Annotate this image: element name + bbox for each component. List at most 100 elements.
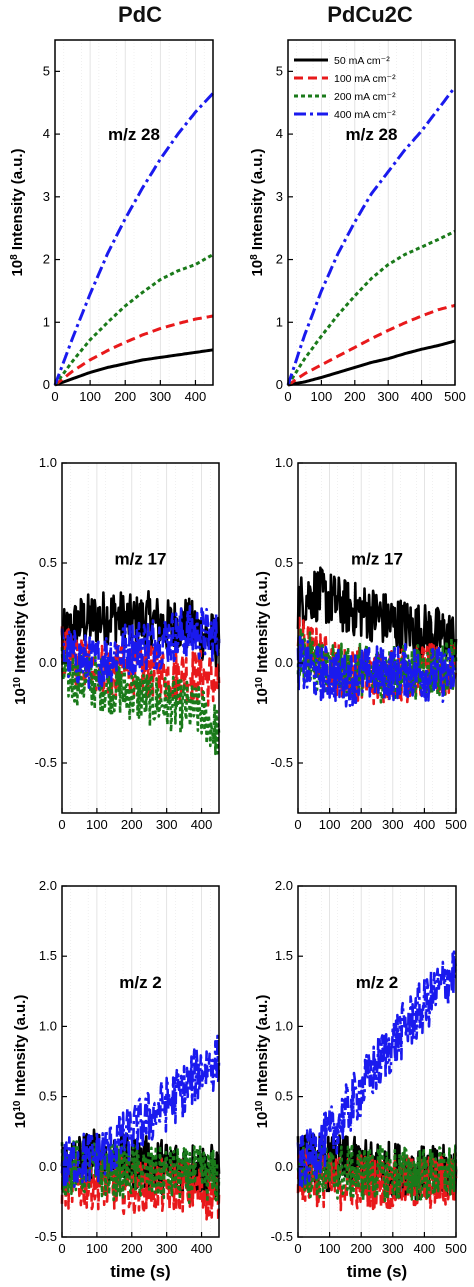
panel-3: 0 100 200 300 400 500 -0.5 0.0 0.5 1.0 m/z 17 1010 … [254, 455, 467, 832]
series-line-3 [53, 92, 215, 386]
x-tick-label: 200 [121, 1241, 143, 1256]
y-tick-label: 1.0 [39, 455, 57, 470]
panel-2: 0 100 200 300 400 -0.5 0.0 0.5 1.0 m/z 17 1010 Int… [12, 455, 221, 832]
x-tick-label: 0 [284, 389, 291, 404]
x-tick-label: 0 [294, 817, 301, 832]
y-tick-label: 0 [43, 377, 50, 392]
series-line-0 [287, 339, 456, 387]
x-tick-label: 100 [319, 1241, 341, 1256]
y-tick-label: 0 [276, 377, 283, 392]
x-tick-label: 300 [382, 817, 404, 832]
y-axis-label: 1010 Intensity (a.u.) [12, 995, 30, 1129]
panel-5: 0 100 200 300 400 500 -0.5 0.0 0.5 1.0 1.5 2.0 m/z 2… [254, 878, 467, 1281]
series-line-3 [286, 86, 457, 386]
plot-frame [287, 39, 456, 386]
x-tick-label: 300 [149, 389, 171, 404]
x-tick-label: 300 [377, 389, 399, 404]
series-line-0 [54, 348, 214, 387]
plot-frame [297, 885, 457, 1238]
series-line-1 [287, 303, 456, 387]
series-line-2 [296, 1141, 458, 1203]
y-axis-label: 108 Intensity (a.u.) [9, 148, 27, 276]
x-tick-label: 500 [445, 1241, 467, 1256]
y-tick-label: 0.0 [275, 1159, 293, 1174]
series-line-2 [60, 1139, 221, 1204]
y-axis-label: 1010 Intensity (a.u.) [254, 995, 272, 1129]
y-tick-label: 5 [43, 63, 50, 78]
series-line-3 [60, 604, 221, 691]
x-tick-label: 0 [58, 1241, 65, 1256]
y-tick-label: 5 [276, 63, 283, 78]
x-tick-label: 300 [156, 817, 178, 832]
x-tick-label: 400 [414, 1241, 436, 1256]
x-tick-label: 0 [58, 817, 65, 832]
series-line-3 [296, 635, 458, 708]
y-tick-label: 1 [276, 314, 283, 329]
panel-0: 0 100 200 300 400 0 1 2 3 4 5 m/z 28 108 Intensity (… [9, 39, 215, 404]
y-tick-label: 1.5 [275, 948, 293, 963]
legend-label: 400 mA cm⁻² [334, 109, 396, 121]
y-tick-label: 0.5 [275, 1089, 293, 1104]
y-tick-label: 0.5 [39, 555, 57, 570]
plot-frame [297, 462, 457, 814]
x-tick-label: 200 [121, 817, 143, 832]
x-tick-label: 100 [86, 817, 108, 832]
x-tick-label: 100 [86, 1241, 108, 1256]
y-tick-label: 4 [276, 126, 283, 141]
x-tick-label: 200 [350, 1241, 372, 1256]
plot-frame [61, 885, 220, 1238]
plot-frame [54, 39, 214, 386]
y-tick-label: -0.5 [271, 1229, 293, 1244]
x-tick-label: 200 [114, 389, 136, 404]
panel-annotation: m/z 28 [108, 125, 160, 144]
panel-annotation: m/z 28 [346, 125, 398, 144]
legend-label: 50 mA cm⁻² [334, 55, 390, 67]
y-axis-label: 108 Intensity (a.u.) [249, 148, 267, 276]
x-tick-label: 400 [414, 817, 436, 832]
y-tick-label: 0.0 [39, 1159, 57, 1174]
y-tick-label: 2 [276, 252, 283, 267]
series-line-1 [54, 314, 214, 387]
x-tick-label: 0 [51, 389, 58, 404]
x-axis-label: time (s) [110, 1262, 170, 1281]
series-line-3 [296, 950, 458, 1189]
y-tick-label: -0.5 [271, 755, 293, 770]
y-tick-label: 2 [43, 252, 50, 267]
y-tick-label: 1 [43, 314, 50, 329]
y-tick-label: 2.0 [275, 878, 293, 893]
x-tick-label: 500 [444, 389, 466, 404]
y-tick-label: 0.5 [39, 1089, 57, 1104]
y-tick-label: 2.0 [39, 878, 57, 893]
y-tick-label: 4 [43, 126, 50, 141]
y-tick-label: 0.0 [39, 655, 57, 670]
x-tick-label: 400 [191, 1241, 213, 1256]
y-tick-label: -0.5 [35, 755, 57, 770]
x-tick-label: 200 [344, 389, 366, 404]
panel-annotation: m/z 17 [351, 550, 403, 569]
series-line-2 [53, 253, 214, 386]
x-tick-label: 0 [294, 1241, 301, 1256]
column-title-pdcu2c: PdCu2C [327, 2, 413, 27]
y-tick-label: 0.5 [275, 555, 293, 570]
y-tick-label: 1.0 [275, 1018, 293, 1033]
y-tick-label: 1.5 [39, 948, 57, 963]
x-tick-label: 400 [411, 389, 433, 404]
legend-label: 100 mA cm⁻² [334, 73, 396, 85]
y-tick-label: 3 [276, 189, 283, 204]
x-axis-label: time (s) [347, 1262, 407, 1281]
x-tick-label: 300 [382, 1241, 404, 1256]
x-tick-label: 100 [311, 389, 333, 404]
panel-annotation: m/z 17 [115, 550, 167, 569]
column-title-pdc: PdC [118, 2, 162, 27]
x-tick-label: 100 [319, 817, 341, 832]
panel-annotation: m/z 2 [356, 973, 399, 992]
x-tick-label: 300 [156, 1241, 178, 1256]
x-tick-label: 500 [445, 817, 467, 832]
y-tick-label: 1.0 [275, 455, 293, 470]
series-line-3 [60, 1034, 221, 1188]
panel-1: 0 100 200 300 400 500 0 1 2 3 4 5 m/z 28 108 Intensit… [249, 39, 466, 404]
y-tick-label: 1.0 [39, 1018, 57, 1033]
y-tick-label: -0.5 [35, 1229, 57, 1244]
y-axis-label: 1010 Intensity (a.u.) [254, 571, 272, 705]
x-tick-label: 400 [185, 389, 207, 404]
